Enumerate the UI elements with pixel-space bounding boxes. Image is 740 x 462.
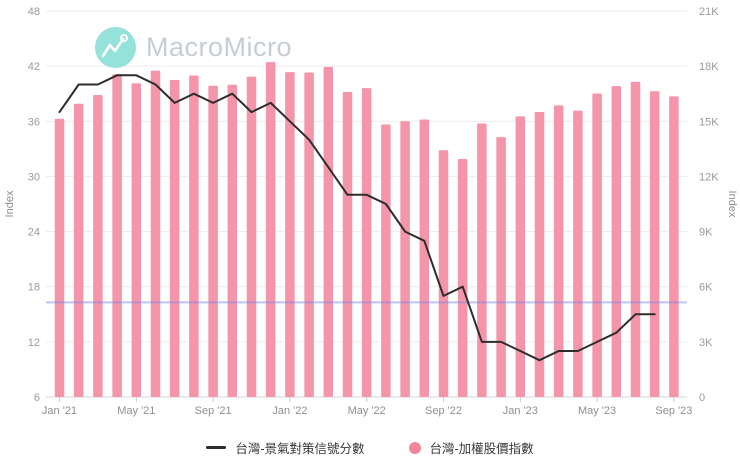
- bar-taiex-month[interactable]: [592, 93, 602, 397]
- legend-item-bar-series[interactable]: 台灣-加權股價指數: [408, 438, 534, 457]
- x-axis-tick-label: Sep '21: [195, 405, 232, 417]
- right-axis-tick-label: 3K: [699, 337, 713, 349]
- bar-taiex-month[interactable]: [438, 150, 449, 397]
- bar-taiex-month[interactable]: [496, 137, 506, 397]
- left-axis-tick-label: 24: [28, 227, 40, 239]
- bar-taiex-month[interactable]: [285, 72, 295, 398]
- bar-taiex-month[interactable]: [381, 124, 391, 397]
- bar-taiex-month[interactable]: [515, 116, 526, 397]
- x-axis-tick-label: Jan '22: [272, 405, 307, 417]
- bar-taiex-month[interactable]: [573, 110, 583, 398]
- bar-taiex-month[interactable]: [534, 112, 545, 397]
- bar-taiex-month[interactable]: [131, 83, 142, 398]
- bar-taiex-month[interactable]: [150, 70, 161, 398]
- x-axis-tick-label: May '21: [117, 405, 155, 417]
- bar-taiex-month[interactable]: [54, 118, 65, 397]
- right-axis-tick-label: 0: [699, 392, 705, 404]
- left-axis-tick-label: 36: [28, 116, 40, 128]
- line-monitoring-indicator-series[interactable]: [58, 74, 656, 362]
- macromicro-watermark: MacroMicro: [95, 27, 292, 68]
- logo-text: MacroMicro: [146, 32, 293, 62]
- bar-taiex-month[interactable]: [649, 91, 660, 398]
- bar-taiex-month[interactable]: [304, 72, 314, 397]
- bar-taiex-month[interactable]: [611, 86, 622, 397]
- bar-taiex-month[interactable]: [227, 84, 238, 398]
- legend-item-line-series[interactable]: 台灣-景氣對策信號分數: [206, 438, 365, 457]
- right-axis-tick-label: 18K: [699, 61, 719, 73]
- right-axis-tick-label: 21K: [699, 6, 719, 18]
- bar-taiex-month[interactable]: [553, 105, 564, 397]
- x-axis-tick-label: Jan '21: [42, 405, 77, 417]
- bar-taiex-month[interactable]: [669, 96, 679, 397]
- x-axis-tick-label: May '23: [578, 405, 616, 417]
- x-axis-tick-label: Sep '23: [655, 405, 692, 417]
- bar-taiex-month[interactable]: [189, 75, 199, 397]
- right-axis-tick-label: 6K: [699, 282, 713, 294]
- bar-taiex-month[interactable]: [477, 123, 487, 398]
- left-axis-tick-label: 48: [28, 6, 40, 18]
- bar-taiex-month[interactable]: [73, 103, 84, 397]
- x-axis-tick-label: Jan '23: [503, 405, 538, 417]
- chart-legend: 台灣-景氣對策信號分數 台灣-加權股價指數: [0, 438, 740, 457]
- bar-taiex-month[interactable]: [361, 88, 372, 397]
- right-axis-title: Index: [726, 191, 738, 218]
- bar-taiex-month[interactable]: [208, 85, 218, 398]
- bar-taiex-month[interactable]: [93, 94, 103, 397]
- left-axis-tick-label: 30: [28, 171, 40, 183]
- legend-label: 台灣-加權股價指數: [429, 442, 534, 456]
- bar-series-swatch: [408, 441, 421, 454]
- bar-taiex-month[interactable]: [630, 81, 641, 397]
- x-axis-tick-label: May '22: [348, 405, 386, 417]
- bar-taiex-month[interactable]: [342, 92, 353, 397]
- bar-taiex-month[interactable]: [457, 158, 468, 397]
- right-axis-tick-label: 12K: [699, 171, 719, 183]
- bar-taiex-month[interactable]: [169, 79, 180, 398]
- bar-taiex-month[interactable]: [419, 119, 430, 397]
- bar-taiex-month[interactable]: [246, 76, 257, 397]
- right-axis-tick-label: 15K: [699, 116, 719, 128]
- left-axis-title: Index: [4, 190, 16, 217]
- bar-taiex-month[interactable]: [265, 62, 276, 398]
- left-axis-tick-label: 12: [28, 337, 40, 349]
- left-axis-tick-label: 42: [28, 61, 40, 73]
- bar-taiex-month[interactable]: [400, 121, 410, 398]
- macromicro-wave-icon: [95, 27, 136, 68]
- legend-label: 台灣-景氣對策信號分數: [235, 442, 365, 456]
- left-axis-tick-label: 6: [34, 392, 40, 404]
- left-axis-tick-label: 18: [28, 282, 40, 294]
- bar-taiex-month[interactable]: [323, 66, 334, 398]
- bar-taiex-month[interactable]: [112, 74, 122, 398]
- right-axis-tick-label: 9K: [699, 227, 713, 239]
- line-series-swatch: [206, 446, 227, 449]
- x-axis-tick-label: Sep '22: [425, 405, 462, 417]
